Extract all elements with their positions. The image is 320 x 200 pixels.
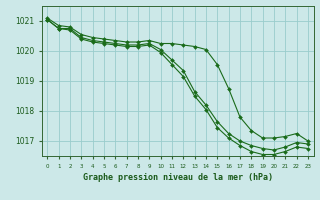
X-axis label: Graphe pression niveau de la mer (hPa): Graphe pression niveau de la mer (hPa)	[83, 173, 273, 182]
